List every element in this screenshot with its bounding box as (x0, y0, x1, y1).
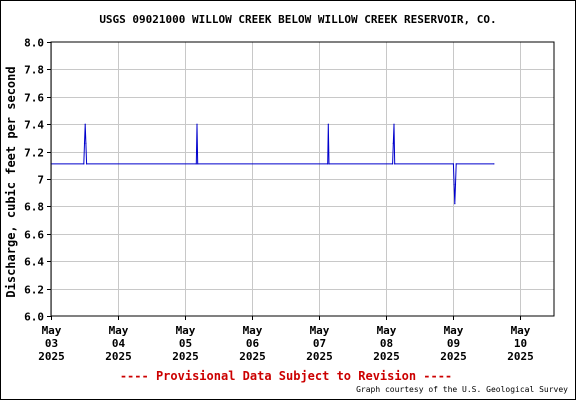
discharge-point (493, 163, 495, 165)
grid (47, 42, 554, 320)
discharge-point (328, 163, 330, 165)
discharge-point (392, 163, 394, 165)
y-tick-label: 6.0 (24, 311, 44, 324)
credit-text: Graph courtesy of the U.S. Geological Su… (356, 385, 568, 394)
y-tick-label: 7.6 (24, 92, 44, 105)
discharge-point (394, 163, 396, 165)
y-tick-label: 6.2 (24, 284, 44, 297)
y-tick-label: 7.2 (24, 147, 44, 160)
x-tick-label: May 07 2025 (306, 324, 333, 363)
discharge-point (84, 123, 86, 125)
y-tick-label: 6.6 (24, 229, 44, 242)
x-tick-label: May 08 2025 (373, 324, 400, 363)
x-tick-label: May 06 2025 (239, 324, 266, 363)
y-axis-label: Discharge, cubic feet per second (4, 66, 18, 297)
series-group (50, 123, 495, 205)
discharge-point (452, 163, 454, 165)
x-tick-label: May 09 2025 (440, 324, 467, 363)
discharge-point (454, 203, 456, 205)
discharge-point (195, 163, 197, 165)
x-tick-label: May 05 2025 (172, 324, 199, 363)
provisional-note: ---- Provisional Data Subject to Revisio… (120, 369, 452, 383)
y-tick-labels: 6.0 6.2 6.4 6.6 6.8 7 7.2 7.4 7.6 7.8 8.0 (24, 37, 44, 324)
discharge-point (86, 163, 88, 165)
discharge-point (327, 163, 329, 165)
discharge-point (393, 123, 395, 125)
discharge-point (197, 163, 199, 165)
x-tick-label: May 04 2025 (105, 324, 132, 363)
discharge-point (83, 142, 86, 144)
discharge-point (454, 183, 457, 186)
discharge-point (83, 163, 85, 165)
discharge-series-line (51, 124, 494, 204)
chart-title: USGS 09021000 WILLOW CREEK BELOW WILLOW … (99, 13, 496, 26)
y-tick-label: 6.4 (24, 256, 44, 269)
discharge-point (327, 123, 329, 125)
y-tick-label: 8.0 (24, 37, 44, 50)
y-tick-label: 7 (37, 174, 44, 187)
plot-area-border (50, 41, 555, 317)
x-tick-label: May 03 2025 (38, 324, 65, 363)
x-tick-labels: May 03 2025 May 04 2025 May 05 2025 May 06 2025 May 0… (38, 324, 534, 363)
discharge-point (85, 142, 87, 144)
y-tick-label: 7.4 (24, 119, 44, 132)
discharge-point (392, 142, 394, 144)
y-tick-label: 7.8 (24, 64, 44, 77)
discharge-point (453, 183, 455, 186)
discharge-point (455, 163, 457, 165)
y-tick-label: 6.8 (24, 201, 44, 214)
x-tick-label: May 10 2025 (507, 324, 534, 363)
discharge-point (196, 123, 198, 125)
